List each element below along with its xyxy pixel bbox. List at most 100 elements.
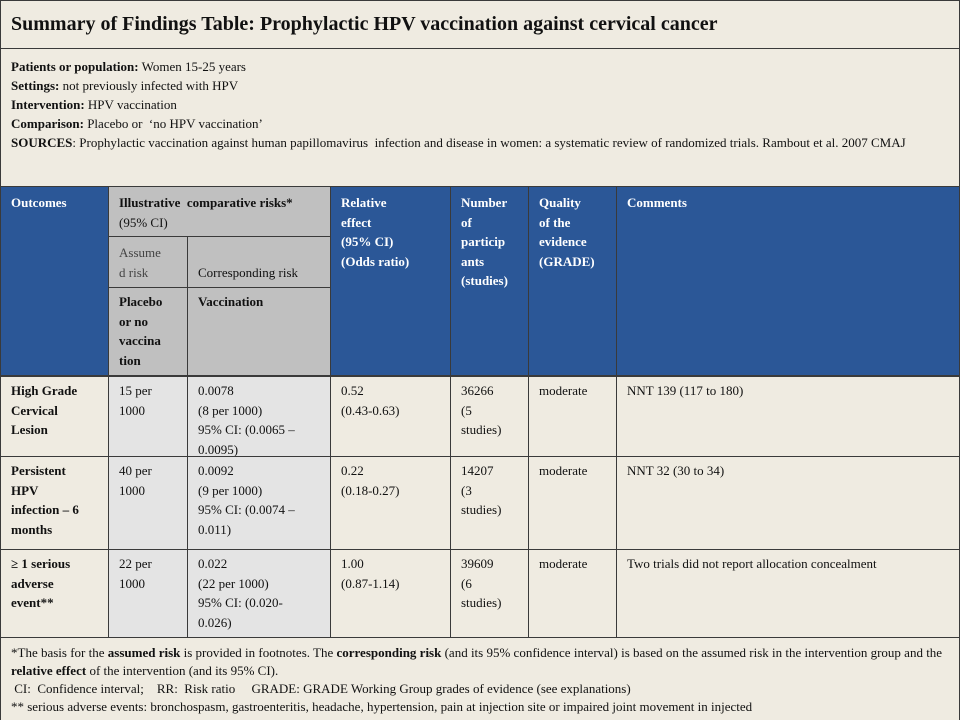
header-cell: Corresponding risk [187, 236, 331, 288]
info-text: Placebo or ‘no HPV vaccination’ [87, 116, 263, 131]
cell-text: HPV [11, 482, 39, 498]
cell-text: (22 per 1000) [198, 575, 269, 591]
cell-text: months [11, 521, 53, 537]
cell-text: studies) [461, 502, 502, 517]
cell-text: 1000 [119, 402, 145, 418]
cell-text: 1000 [119, 575, 145, 591]
row-cell: 15 per 1000 [108, 376, 188, 457]
cell-text: 95% CI: (0.020- [198, 595, 283, 610]
footnote-part: assumed risk [107, 645, 181, 660]
info-label: Comparison: [11, 116, 84, 131]
cell-text: Cervical [11, 402, 58, 418]
footnote-part: (and its 95% confidence interval) is bas… [441, 645, 946, 660]
cell-text: 15 per [119, 383, 152, 398]
info-label: Intervention: [11, 97, 85, 112]
header-text: Outcomes [11, 195, 67, 210]
cell-text: 0.011) [198, 521, 232, 537]
cell-text: 0.0078 [198, 383, 234, 398]
cell-text: 40 per [119, 463, 152, 478]
cell-text: 39609 [461, 556, 494, 571]
cell-text: (0.43-0.63) [341, 402, 400, 418]
header-text: Illustrative comparative risks* (95% CI) [119, 193, 320, 232]
footnote-part: is provided in footnotes. The [180, 645, 337, 660]
header-text: of [461, 214, 472, 230]
header-text: Assume [119, 245, 161, 260]
title-cell: Summary of Findings Table: Prophylactic … [0, 0, 960, 49]
header-cell: Illustrative comparative risks* (95% CI) [108, 186, 331, 237]
cell-text: Lesion [11, 422, 48, 437]
header-text: of the [539, 214, 571, 230]
header-text: Placebo [119, 294, 163, 309]
row-cell: ≥ 1 serious adverse event** [0, 549, 109, 639]
cell-text: moderate [539, 556, 588, 571]
footnote-cell: *The basis for the assumed risk is provi… [0, 637, 960, 720]
cell-text: 95% CI: (0.0065 – [198, 422, 295, 437]
info-text: : Prophylactic vaccination against human… [72, 135, 906, 150]
row-cell: Two trials did not report allocation con… [616, 549, 960, 639]
row-cell: moderate [528, 549, 617, 639]
cell-text: 0.026) [198, 614, 232, 630]
footnote: *The basis for the assumed risk is provi… [11, 644, 949, 680]
cell-text: Persistent [11, 463, 66, 478]
info-line: Comparison: Placebo or ‘no HPV vaccinati… [11, 114, 949, 133]
header-text: particip [461, 234, 506, 249]
cell-text: NNT 32 (30 to 34) [627, 463, 725, 478]
cell-text: Two trials did not report allocation con… [627, 556, 877, 571]
title: Summary of Findings Table: Prophylactic … [11, 13, 718, 35]
header-cell: Comments [616, 186, 960, 376]
header-text: effect [341, 214, 372, 230]
header-text: vaccina [119, 333, 161, 348]
cell-text: studies) [461, 422, 502, 437]
cell-text: (9 per 1000) [198, 482, 263, 498]
header-text: (95% CI) [119, 214, 168, 230]
header-text: (Odds ratio) [341, 253, 410, 269]
cell-text: adverse [11, 575, 54, 591]
info-label: Patients or population: [11, 59, 139, 74]
cell-text: (3 [461, 482, 472, 498]
row-cell: NNT 32 (30 to 34) [616, 456, 960, 550]
row-cell: 0.0078 (8 per 1000) 95% CI: (0.0065 – 0.009… [187, 376, 331, 457]
row-cell: Persistent HPV infection – 6 months [0, 456, 109, 550]
cell-text: 22 per [119, 556, 152, 571]
header-cell: Placebo or no vaccina tion [108, 287, 188, 376]
info-label: SOURCES [11, 135, 73, 150]
cell-text: 1.00 [341, 556, 364, 571]
header-text: tion [119, 352, 141, 368]
header-cell: Number of particip ants (studies) [450, 186, 529, 376]
footnote-part: relative effect [11, 663, 87, 678]
info-line: SOURCES: Prophylactic vaccination agains… [11, 133, 949, 152]
row-cell: 0.0092 (9 per 1000) 95% CI: (0.0074 – 0.011… [187, 456, 331, 550]
cell-text: 14207 [461, 463, 494, 478]
footnote: CI: Confidence interval; RR: Risk ratio … [11, 681, 631, 696]
header-text: Vaccination [198, 294, 264, 309]
header-text: Corresponding risk [198, 265, 299, 280]
row-cell: NNT 139 (117 to 180) [616, 376, 960, 457]
row-cell: 39609 (6 studies) [450, 549, 529, 639]
row-cell: High Grade Cervical Lesion [0, 376, 109, 457]
cell-text: (6 [461, 575, 472, 591]
info-label: Settings: [11, 78, 60, 93]
header-text: Relative [341, 195, 387, 210]
cell-text: 0.22 [341, 463, 364, 478]
info-text: Women 15-25 years [141, 59, 246, 74]
info-text: HPV vaccination [87, 97, 177, 112]
cell-text: (5 [461, 402, 472, 418]
cell-text: High Grade [11, 383, 78, 398]
row-cell: moderate [528, 376, 617, 457]
cell-text: studies) [461, 595, 502, 610]
header-text: Number [461, 195, 508, 210]
footnote-part: corresponding risk [336, 645, 442, 660]
header-cell: Vaccination [187, 287, 331, 376]
header-cell: Relative effect (95% CI) (Odds ratio) [330, 186, 451, 376]
info-cell: Patients or population: Women 15-25 year… [0, 48, 960, 187]
row-cell: 0.22 (0.18-0.27) [330, 456, 451, 550]
cell-text: 0.0095) [198, 441, 239, 457]
header-text: (studies) [461, 273, 508, 288]
row-cell: 0.52 (0.43-0.63) [330, 376, 451, 457]
cell-text: 95% CI: (0.0074 – [198, 502, 295, 517]
cell-text: (0.87-1.14) [341, 575, 400, 591]
cell-text: 0.022 [198, 556, 228, 571]
header-text: (GRADE) [539, 253, 595, 269]
header-cell: Outcomes [0, 186, 109, 376]
